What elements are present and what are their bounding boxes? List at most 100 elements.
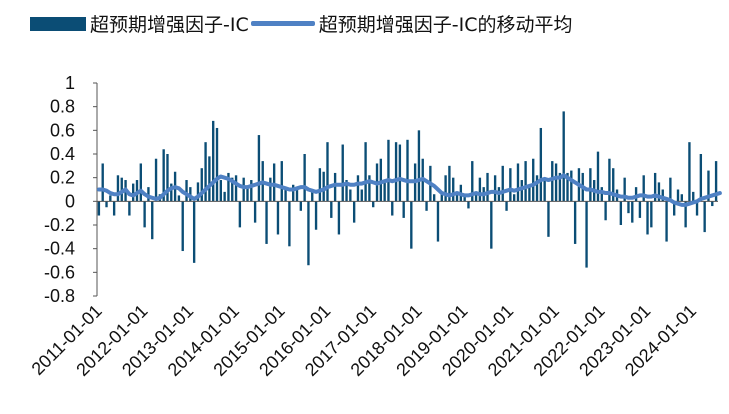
bar [242, 177, 245, 202]
bar [295, 187, 299, 202]
bar [661, 189, 664, 202]
bar [448, 165, 451, 202]
legend-bar-swatch [30, 16, 86, 31]
bar [139, 163, 142, 202]
bar [669, 177, 672, 202]
bar [284, 189, 287, 202]
bar [699, 154, 703, 202]
bar [402, 201, 405, 218]
bar [673, 201, 676, 216]
legend-item-bar: 超预期增强因子-IC [30, 10, 249, 37]
bar [692, 191, 695, 202]
bar [608, 158, 611, 202]
bar [684, 201, 687, 228]
bar [509, 168, 512, 202]
bar [292, 184, 295, 202]
bar [120, 177, 123, 202]
legend-line-label: 超预期增强因子-IC的移动平均 [318, 14, 573, 36]
bar [493, 175, 497, 202]
bar [185, 180, 188, 202]
bar [532, 158, 535, 202]
bar [311, 189, 314, 202]
bar [463, 194, 466, 202]
bar [364, 142, 367, 202]
bar [276, 201, 280, 235]
bar [612, 168, 615, 202]
bar [520, 180, 523, 202]
bar [212, 120, 215, 202]
bar [215, 127, 219, 202]
bar [154, 158, 158, 202]
bar [196, 182, 200, 202]
legend: 超预期增强因子-IC 超预期增强因子-IC的移动平均 [30, 10, 572, 37]
y-tick-label: 0 [65, 191, 75, 211]
bar [657, 182, 661, 202]
y-tick-label: 0.4 [50, 144, 75, 164]
bar [688, 142, 691, 202]
bar [680, 194, 683, 202]
bar [177, 195, 181, 202]
bar [189, 187, 192, 202]
bar [676, 189, 680, 202]
bar [436, 201, 440, 242]
bar-series [97, 111, 718, 268]
bar [280, 161, 283, 202]
bar [116, 175, 120, 202]
bar [653, 172, 657, 202]
bar [112, 201, 116, 216]
bar [566, 172, 569, 202]
bar [132, 183, 135, 202]
bar [478, 177, 482, 202]
bar [425, 201, 428, 211]
bar [170, 183, 173, 202]
bar [543, 180, 546, 202]
bar [467, 201, 470, 209]
bar [631, 201, 634, 223]
bar [101, 163, 104, 202]
bar [596, 151, 600, 202]
y-tick-label: 0.6 [50, 120, 75, 140]
bar [356, 175, 360, 202]
bar [486, 172, 489, 202]
y-tick-label: 0.8 [50, 97, 75, 117]
x-axis: 2011-01-012012-01-012013-01-012014-01-01… [28, 301, 701, 380]
bar [642, 175, 645, 202]
bar [326, 142, 329, 202]
bar [219, 180, 222, 202]
line-series [96, 173, 722, 207]
bar [650, 201, 653, 228]
bar [585, 201, 588, 268]
bar [272, 163, 276, 202]
bar [547, 201, 550, 237]
legend-item-line: 超预期增强因子-IC的移动平均 [249, 10, 573, 37]
bar [349, 189, 352, 202]
bar [528, 187, 531, 202]
bar [135, 180, 139, 202]
y-tick-label: -0.2 [44, 215, 75, 235]
bar [539, 127, 543, 202]
bar [147, 187, 150, 202]
bar [501, 165, 504, 202]
bar [303, 154, 306, 202]
bar [109, 195, 112, 202]
bar [562, 111, 565, 202]
bar [554, 163, 558, 202]
bar [505, 201, 508, 211]
bar [330, 201, 333, 218]
bar [105, 201, 108, 208]
bar [573, 201, 577, 244]
bar [619, 201, 623, 225]
bar [227, 172, 230, 202]
bar [551, 161, 554, 202]
bar [600, 187, 603, 202]
legend-line-swatch [250, 21, 315, 26]
bar [440, 191, 443, 202]
y-tick-label: 0.2 [50, 168, 75, 188]
bar [474, 191, 478, 202]
bar [604, 201, 607, 221]
bar [257, 135, 261, 202]
bar [372, 201, 375, 208]
bar [570, 170, 573, 202]
bar [711, 201, 714, 207]
